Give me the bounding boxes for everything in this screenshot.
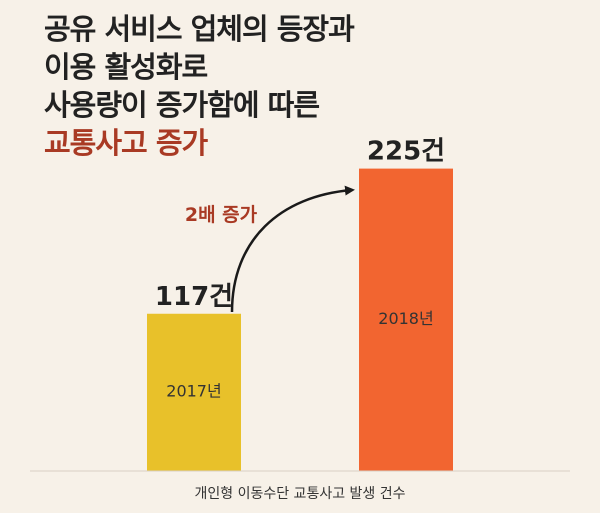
value-label-2017: 117건	[155, 282, 233, 312]
category-label-2017: 2017년	[166, 381, 221, 400]
growth-arrow	[230, 185, 355, 313]
x-axis-label: 개인형 이동수단 교통사고 발생 건수	[195, 486, 406, 502]
category-label-2018: 2018년	[378, 309, 433, 328]
headline: 공유 서비스 업체의 등장과 이용 활성화로 사용량이 증가함에 따른 교통사고…	[44, 10, 355, 162]
value-label-2018: 225건	[367, 137, 445, 167]
growth-annotation: 2배 증가	[185, 204, 258, 226]
headline-line-3: 사용량이 증가함에 따른	[44, 88, 320, 122]
bar-2017	[147, 313, 241, 471]
bar-2018	[359, 168, 453, 471]
headline-line-1: 공유 서비스 업체의 등장과	[44, 12, 355, 46]
headline-line-2: 이용 활성화로	[44, 50, 208, 84]
headline-accent-line: 교통사고 증가	[44, 126, 208, 160]
